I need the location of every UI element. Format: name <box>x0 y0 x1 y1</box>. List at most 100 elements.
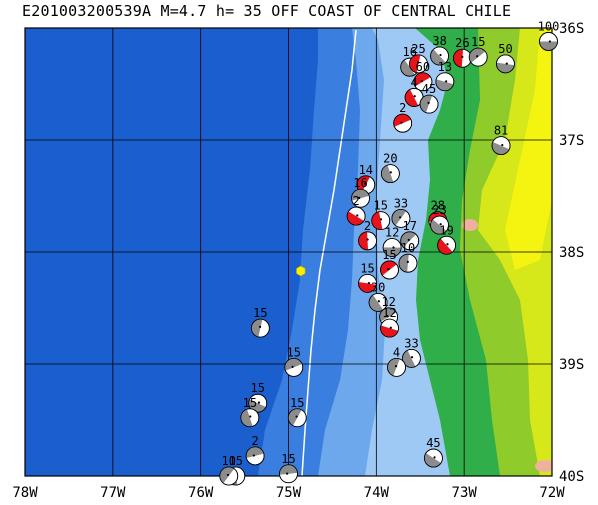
focal-mechanism[interactable]: 12 <box>382 226 402 257</box>
latitude-label: 37S <box>559 133 584 149</box>
longitude-label: 75W <box>276 485 302 501</box>
depth-label: 15 <box>281 452 295 466</box>
longitude-label: 73W <box>452 485 478 501</box>
latitude-label: 38S <box>559 245 584 261</box>
focal-mechanism[interactable]: 15 <box>380 248 399 280</box>
focal-mechanism[interactable]: 60 <box>413 60 433 92</box>
focal-mechanism[interactable]: 15 <box>250 306 270 338</box>
trench-line <box>301 29 357 476</box>
focal-mechanism[interactable]: 33 <box>402 336 421 368</box>
focal-mechanism[interactable]: 20 <box>380 152 400 184</box>
latitude-label: 40S <box>559 469 584 485</box>
focal-mechanism[interactable]: 33 <box>391 196 411 228</box>
depth-label: 2 <box>353 194 360 208</box>
longitude-label: 74W <box>364 485 390 501</box>
depth-label: 15 <box>360 261 374 275</box>
depth-label: 60 <box>416 60 430 74</box>
land-peak <box>505 28 552 270</box>
focal-mechanism[interactable]: 2 <box>358 219 377 251</box>
latitude-label: 39S <box>559 357 584 373</box>
focal-mechanism[interactable]: 38 <box>430 34 449 66</box>
depth-label: 33 <box>394 196 408 210</box>
focal-mechanism[interactable]: 23 <box>430 203 449 235</box>
focal-mechanism[interactable]: 15 <box>287 396 307 428</box>
focal-mechanism[interactable]: 19 <box>437 223 457 255</box>
depth-label: 30 <box>371 280 385 294</box>
depth-label: 12 <box>382 306 396 320</box>
focal-mechanism[interactable]: 45 <box>424 436 443 468</box>
focal-mechanism[interactable]: 2 <box>393 101 413 133</box>
focal-mechanism[interactable]: 15 <box>284 345 304 377</box>
depth-label: 100 <box>538 19 560 33</box>
depth-label: 81 <box>494 124 508 138</box>
focal-mechanism[interactable]: 100 <box>538 19 560 51</box>
depth-label: 16 <box>353 176 367 190</box>
depth-label: 2 <box>252 434 259 448</box>
focal-mechanism[interactable]: 10 <box>219 454 239 486</box>
depth-label: 19 <box>439 223 453 237</box>
depth-label: 20 <box>383 152 397 166</box>
depth-label: 10 <box>222 454 236 468</box>
depth-label: 15 <box>243 396 257 410</box>
depth-label: 50 <box>498 42 512 56</box>
focal-mechanism[interactable]: 26 <box>453 36 472 68</box>
focal-mechanism[interactable]: 15 <box>358 261 377 293</box>
focal-mechanism[interactable]: 17 <box>400 219 420 251</box>
depth-label: 38 <box>432 34 446 48</box>
depth-label: 12 <box>381 295 395 309</box>
depth-label: 15 <box>287 345 301 359</box>
longitude-label: 76W <box>188 485 214 501</box>
latitude-label: 36S <box>559 21 584 37</box>
depth-label: 4 <box>410 75 417 89</box>
focal-mechanism[interactable]: 4 <box>387 345 406 377</box>
depth-label: 45 <box>426 436 440 450</box>
depth-label: 15 <box>373 199 387 213</box>
depth-label: 33 <box>404 336 418 350</box>
depth-label: 13 <box>438 60 452 74</box>
focal-mechanism[interactable]: 45 <box>419 82 439 114</box>
depth-label: 15 <box>471 35 485 49</box>
graticule <box>25 28 552 476</box>
depth-label: 4 <box>393 345 400 359</box>
focal-mechanism[interactable]: 13 <box>435 60 455 92</box>
map-title: E201003200539A M=4.7 h= 35 OFF COAST OF … <box>22 2 512 20</box>
depth-label: 23 <box>432 203 446 217</box>
focal-mechanism[interactable]: 2 <box>346 194 366 226</box>
focal-mechanism[interactable]: 15 <box>468 35 488 67</box>
depth-label: 15 <box>290 396 304 410</box>
depth-label: 17 <box>402 219 416 233</box>
depth-label: 10 <box>401 241 415 255</box>
focal-mechanism[interactable]: 2 <box>245 434 265 466</box>
hexagon-icon <box>296 265 306 277</box>
focal-mechanism[interactable]: 4 <box>404 75 424 107</box>
focal-mechanism[interactable]: 30 <box>368 280 388 312</box>
longitude-label: 72W <box>539 485 565 501</box>
depth-label: 26 <box>455 36 469 50</box>
focal-mechanism[interactable]: 10 <box>398 241 418 273</box>
focal-mechanism[interactable]: 15 <box>371 199 391 231</box>
depth-label: 15 <box>253 306 267 320</box>
focal-mechanism[interactable]: 50 <box>496 42 515 74</box>
focal-mechanism[interactable]: 12 <box>380 306 399 338</box>
tick-labels: 78W 77W 76W 75W 74W 73W 72W 36S 37S 38S 39S 40S <box>12 21 584 501</box>
main-event <box>296 265 306 277</box>
summit-patch <box>535 460 552 472</box>
focal-mechanism[interactable]: 16 <box>351 176 370 208</box>
depth-label: 45 <box>422 82 436 96</box>
focal-mechanism[interactable]: 15 <box>240 396 260 428</box>
depth-label: 15 <box>382 248 396 262</box>
focal-mechanism[interactable]: 15 <box>279 452 298 484</box>
depth-label: 28 <box>431 199 445 213</box>
focal-mechanism[interactable]: 81 <box>491 124 511 156</box>
summit-patch <box>462 219 478 231</box>
depth-label: 2 <box>364 219 371 233</box>
depth-label: 16 <box>402 45 416 59</box>
longitude-label: 77W <box>100 485 126 501</box>
depth-label: 15 <box>251 381 265 395</box>
depth-label: 15 <box>229 454 243 468</box>
focal-mechanism[interactable]: 25 <box>409 42 428 74</box>
longitude-label: 78W <box>12 485 38 501</box>
depth-label: 12 <box>385 226 399 240</box>
